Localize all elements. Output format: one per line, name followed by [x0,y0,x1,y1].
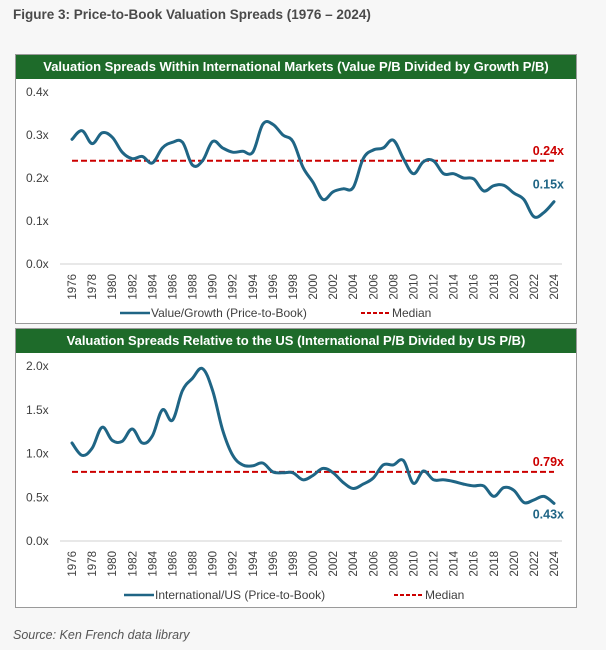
y-tick-label: 0.3x [26,128,49,142]
x-tick-label: 2022 [529,551,541,577]
x-tick-label: 2020 [509,551,521,577]
x-tick-label: 2004 [348,550,360,576]
y-tick-label: 0.4x [26,85,49,99]
x-tick-label: 1990 [208,274,220,300]
y-tick-label: 0.2x [26,171,49,185]
y-tick-label: 2.0x [26,359,49,373]
x-tick-label: 1980 [107,551,119,577]
x-tick-label: 2010 [408,274,420,300]
y-tick-label: 0.0x [26,257,49,271]
x-tick-label: 1980 [107,274,119,300]
x-tick-label: 1992 [228,551,240,577]
legend-median-label: Median [392,306,431,320]
x-tick-label: 2008 [388,274,400,300]
x-tick-label: 2006 [368,551,380,577]
x-tick-label: 2006 [368,274,380,300]
x-tick-label: 1996 [268,274,280,300]
x-tick-label: 2014 [449,273,461,299]
legend-median-label: Median [425,588,464,602]
x-tick-label: 2010 [408,551,420,577]
x-tick-label: 2000 [308,551,320,577]
x-tick-label: 1982 [127,551,139,577]
source-note: Source: Ken French data library [13,628,190,642]
y-tick-label: 0.5x [26,490,49,504]
y-tick-label: 1.0x [26,447,49,461]
x-tick-label: 1976 [67,551,79,577]
x-tick-label: 1996 [268,551,280,577]
x-tick-label: 1984 [147,550,159,576]
x-tick-label: 2018 [489,551,501,577]
y-tick-label: 0.0x [26,534,49,548]
x-tick-label: 2016 [469,551,481,577]
x-tick-label: 2014 [449,550,461,576]
x-tick-label: 1998 [288,551,300,577]
last-value-label: 0.43x [533,507,564,521]
data-series-line [70,120,556,219]
median-value-label: 0.24x [533,144,564,158]
x-tick-label: 2008 [388,551,400,577]
last-value-label: 0.15x [533,178,564,192]
figure-title: Figure 3: Price-to-Book Valuation Spread… [13,7,371,22]
median-value-label: 0.79x [533,455,564,469]
x-tick-label: 1986 [167,551,179,577]
x-tick-label: 1994 [248,550,260,576]
x-tick-label: 2002 [328,274,340,300]
x-tick-label: 1978 [87,551,99,577]
x-tick-label: 1998 [288,274,300,300]
x-tick-label: 2018 [489,274,501,300]
x-tick-label: 1988 [188,274,200,300]
legend-series-label: Value/Growth (Price-to-Book) [151,306,307,320]
x-tick-label: 2000 [308,274,320,300]
x-tick-label: 2016 [469,274,481,300]
chart-title: Valuation Spreads Within International M… [16,55,576,79]
x-tick-label: 2002 [328,551,340,577]
x-tick-label: 2024 [549,550,561,576]
x-tick-label: 1994 [248,273,260,299]
chart-relative-us: 0.0x 0.5x 1.0x 1.5x 2.0x 1976 1978 1980 1982 1984… [26,359,564,602]
x-tick-label: 2004 [348,273,360,299]
chart-panel-relative-us: Valuation Spreads Relative to the US (In… [15,328,577,608]
x-tick-label: 2020 [509,274,521,300]
x-tick-label: 1988 [188,551,200,577]
x-tick-label: 2024 [549,273,561,299]
x-tick-label: 1978 [87,274,99,300]
x-tick-label: 1992 [228,274,240,300]
x-tick-label: 1990 [208,551,220,577]
x-tick-label: 1986 [167,274,179,300]
chart-title: Valuation Spreads Relative to the US (In… [16,329,576,353]
chart-panel-within-markets: Valuation Spreads Within International M… [15,54,577,324]
x-tick-label: 1976 [67,274,79,300]
x-tick-label: 2012 [429,274,441,300]
y-tick-label: 1.5x [26,403,49,417]
legend-series-label: International/US (Price-to-Book) [155,588,325,602]
x-tick-label: 1982 [127,274,139,300]
x-tick-label: 2012 [429,551,441,577]
data-series-line [70,366,556,505]
chart-within-markets: 0.0x 0.1x 0.2x 0.3x 0.4x 1976 1978 1980 1982 1984… [26,85,564,320]
x-tick-label: 2022 [529,274,541,300]
y-tick-label: 0.1x [26,214,49,228]
x-tick-label: 1984 [147,273,159,299]
